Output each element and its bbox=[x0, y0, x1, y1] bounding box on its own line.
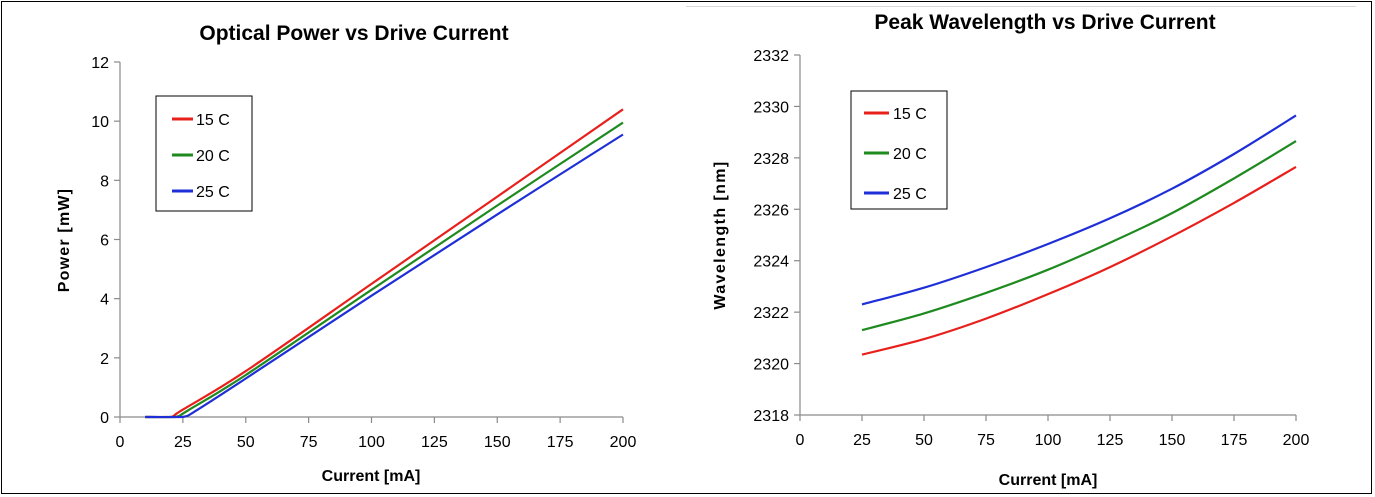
chart-1-x-tick-label: 50 bbox=[237, 434, 255, 451]
chart-2-group: Peak Wavelength vs Drive Current 2318 2320… bbox=[712, 11, 1309, 489]
chart-1-x-tick-label: 150 bbox=[484, 434, 511, 451]
chart-1-series-25c-line bbox=[145, 133, 624, 419]
chart-2-series-15c-line bbox=[861, 165, 1297, 356]
chart-2-x-tick-label: 0 bbox=[796, 432, 805, 449]
chart-1-legend-entry: 15 C bbox=[196, 112, 230, 129]
chart-2-x-tick-label: 125 bbox=[1097, 432, 1124, 449]
chart-1-y-tick-label: 0 bbox=[100, 410, 109, 427]
chart-2-title: Peak Wavelength vs Drive Current bbox=[874, 11, 1215, 34]
chart-2-x-tick-label: 25 bbox=[853, 432, 871, 449]
top-divider bbox=[686, 6, 1356, 7]
chart-1-legend: 15 C 20 C 25 C bbox=[155, 95, 253, 212]
chart-2-y-tick-label: 2326 bbox=[753, 202, 789, 219]
chart-1-title: Optical Power vs Drive Current bbox=[199, 22, 508, 45]
chart-1-legend-entry: 25 C bbox=[196, 184, 230, 201]
chart-1-x-tick-label: 25 bbox=[174, 434, 192, 451]
chart-1-y-tick-label: 6 bbox=[100, 233, 109, 250]
chart-2-y-axis-label: Wavelength [nm] bbox=[712, 160, 729, 309]
chart-2-legend-entry: 25 C bbox=[893, 186, 927, 203]
chart-2-x-tick-label: 175 bbox=[1221, 432, 1248, 449]
chart-1-x-tick-label: 100 bbox=[358, 434, 385, 451]
chart-2-x-tick-label: 100 bbox=[1035, 432, 1062, 449]
chart-2-y-tick-label: 2328 bbox=[753, 151, 789, 168]
chart-1-x-tick-label: 175 bbox=[547, 434, 574, 451]
chart-2-x-tick-label: 150 bbox=[1159, 432, 1186, 449]
chart-2-x-tick-label: 200 bbox=[1283, 432, 1310, 449]
chart-2-y-tick-label: 2330 bbox=[753, 99, 789, 116]
chart-2-y-tick-label: 2332 bbox=[753, 48, 789, 65]
chart-2-series-25c-line bbox=[861, 114, 1297, 306]
chart-2-x-tick-label: 50 bbox=[915, 432, 933, 449]
chart-2-series-20c-line bbox=[861, 140, 1297, 332]
chart-2-y-tick-label: 2322 bbox=[753, 305, 789, 322]
chart-2-legend-entry: 15 C bbox=[893, 106, 927, 123]
chart-1-y-tick-label: 2 bbox=[100, 351, 109, 368]
chart-1-y-tick-label: 4 bbox=[100, 292, 109, 309]
chart-1-x-tick-label: 125 bbox=[421, 434, 448, 451]
chart-2-y-tick-label: 2320 bbox=[753, 357, 789, 374]
chart-1-group: Optical Power vs Drive Current 0 2 4 6 8 10 12 0… bbox=[56, 22, 636, 485]
chart-1-x-axis-label: Current [mA] bbox=[322, 468, 421, 485]
chart-2-x-axis-label: Current [mA] bbox=[999, 472, 1098, 489]
chart-1-x-tick-label: 75 bbox=[300, 434, 318, 451]
chart-1-legend-entry: 20 C bbox=[196, 148, 230, 165]
chart-2-y-tick-label: 2324 bbox=[753, 254, 789, 271]
chart-2-legend: 15 C 20 C 25 C bbox=[850, 90, 948, 210]
chart-2-legend-box bbox=[850, 90, 948, 210]
chart-1-x-tick-label: 200 bbox=[610, 434, 637, 451]
chart-2-x-tick-label: 75 bbox=[977, 432, 995, 449]
chart-1-y-axis-label: Power [mW] bbox=[56, 188, 73, 292]
chart-2-legend-entry: 20 C bbox=[893, 146, 927, 163]
chart-1-y-tick-label: 8 bbox=[100, 173, 109, 190]
chart-2-y-tick-label: 2318 bbox=[753, 408, 789, 425]
chart-1-x-tick-label: 0 bbox=[116, 434, 125, 451]
chart-1-y-tick-label: 10 bbox=[91, 114, 109, 131]
chart-1-y-tick-label: 12 bbox=[91, 55, 109, 72]
